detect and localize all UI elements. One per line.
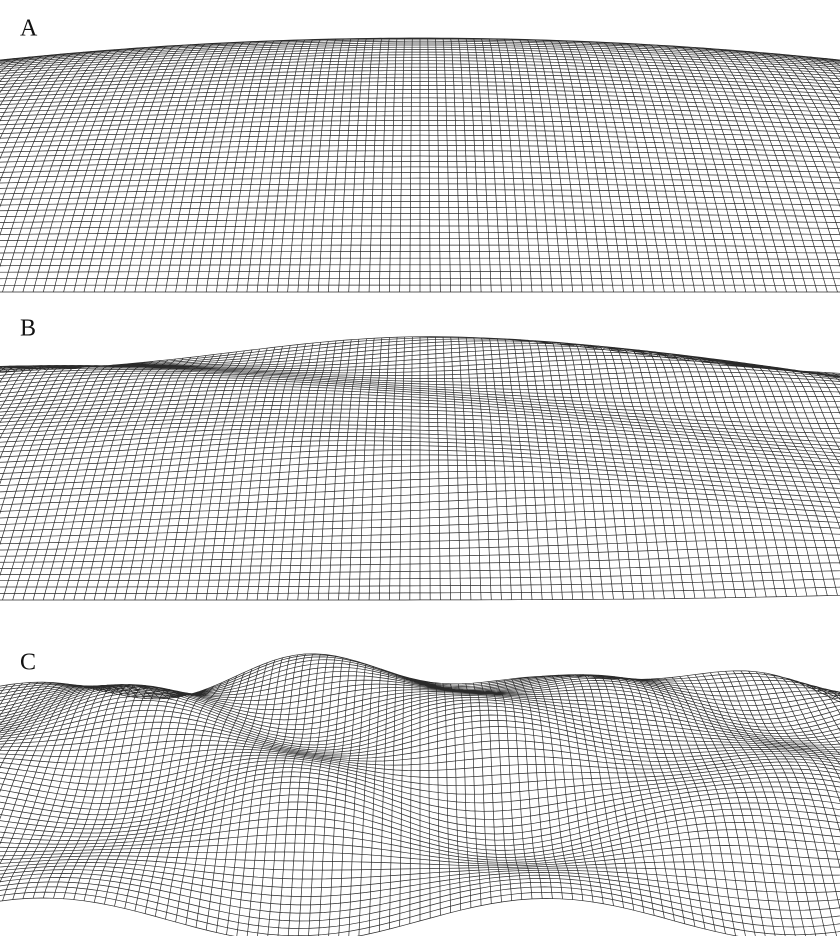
mesh-panel	[0, 336, 840, 601]
lattice-lines	[0, 336, 840, 601]
panel-label: B	[20, 316, 36, 342]
lattice-lines	[0, 653, 840, 936]
graphene-renderings	[0, 37, 840, 936]
mesh-panel	[0, 653, 840, 936]
panel-label: C	[20, 650, 36, 676]
panel-label: A	[20, 16, 38, 42]
mesh-panel	[0, 37, 840, 293]
lattice-lines	[0, 37, 840, 293]
